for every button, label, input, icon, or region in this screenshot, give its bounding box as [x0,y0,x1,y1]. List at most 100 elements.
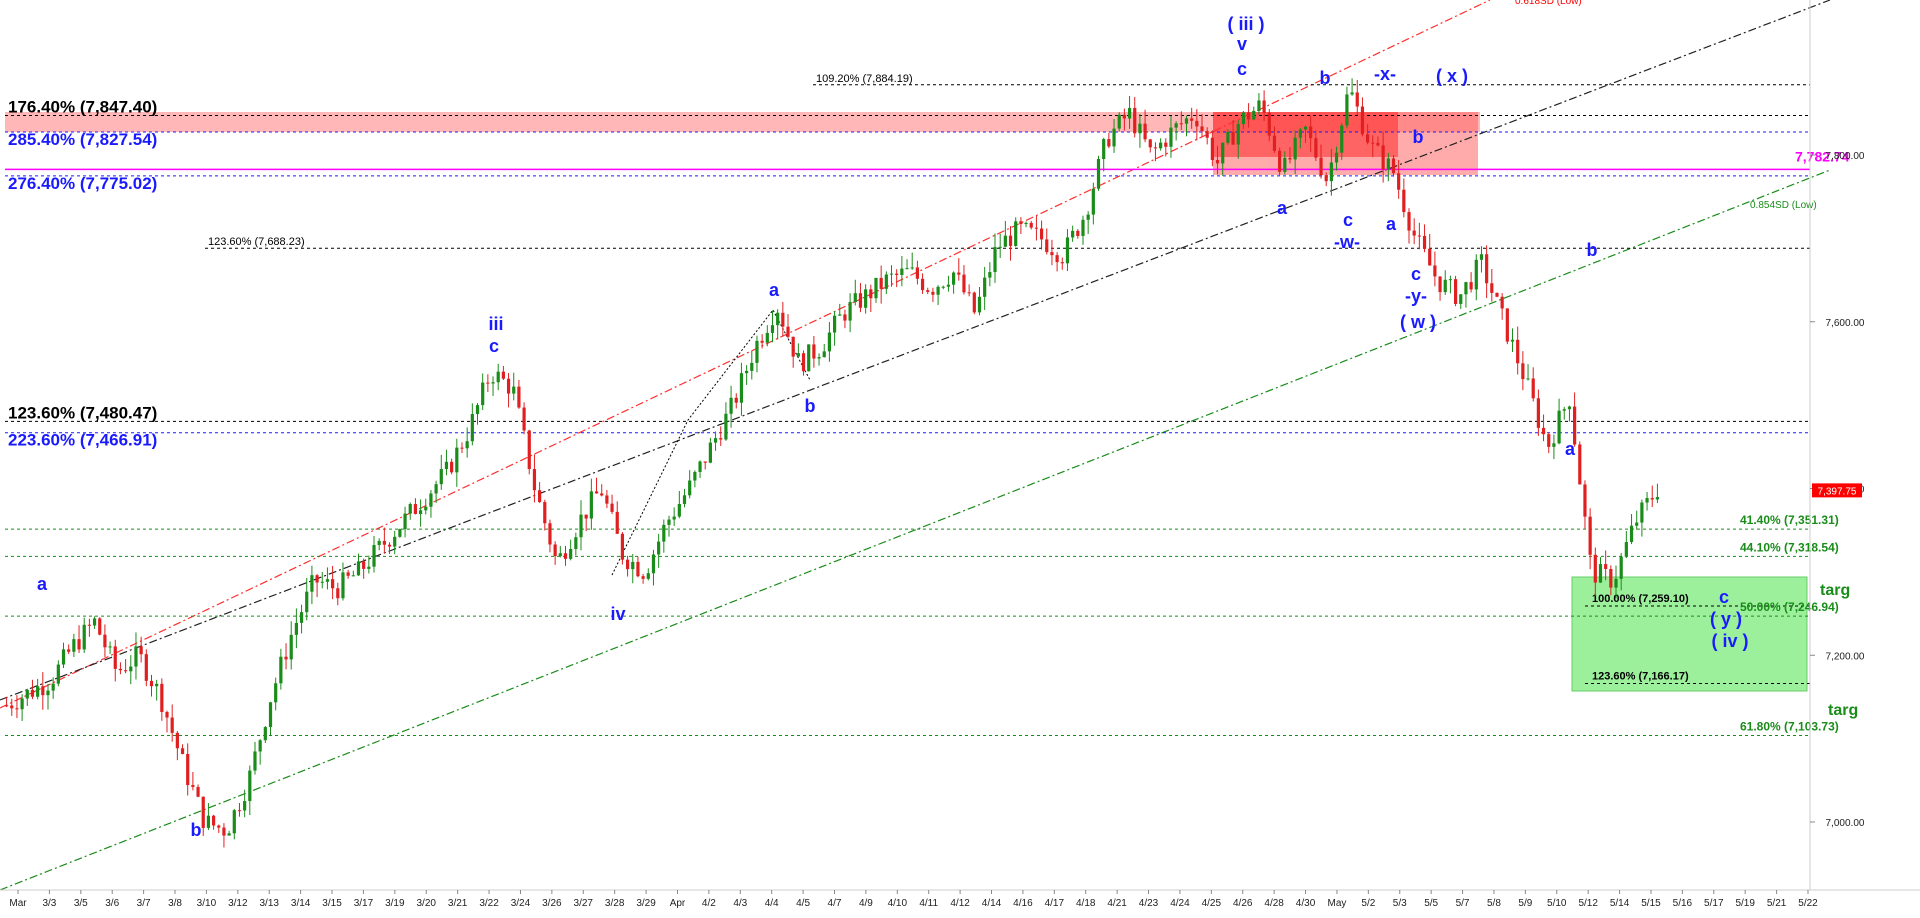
x-tick-label: May [1327,898,1346,909]
candle-body [1381,145,1385,170]
candle-body [781,312,785,327]
candle-body [1324,175,1328,182]
x-tick-label: 4/17 [1045,898,1065,909]
candle-body [1319,157,1323,176]
candle-body [1516,339,1520,364]
candle-body [1334,152,1339,163]
candle-body [341,572,345,599]
candle-body [444,461,449,470]
candle-body [25,689,29,699]
candle-body [972,292,976,313]
candle-body [4,705,9,707]
x-tick-label: 3/29 [636,898,656,909]
x-tick-label: 3/19 [385,898,405,909]
wave-label: a [37,574,48,594]
candle-body [631,561,635,570]
candle-body [299,612,304,623]
wave-label: b [1320,68,1331,88]
candle-body [677,503,681,517]
candle-body [191,785,195,787]
candle-body [662,524,666,542]
candle-body [1650,498,1654,500]
candle-body [1500,296,1504,309]
x-tick-label: 4/4 [765,898,779,909]
candle-body [268,702,273,728]
candle-body [672,516,676,520]
candle-body [1402,189,1406,213]
candle-body [1376,142,1380,146]
candle-body [170,717,174,733]
candle-body [848,301,852,321]
candle-body [408,504,412,514]
x-tick-label: 4/11 [919,898,938,909]
candle-body [838,314,842,316]
x-tick-label: 4/2 [702,898,716,909]
candle-body [905,268,909,270]
candle-body [993,247,997,273]
candle-body [403,513,407,530]
fib-level-label: 223.60% (7,466.91) [8,431,157,450]
wave-label: c [1719,587,1729,607]
candle-body [258,740,262,752]
candle-body [372,545,376,567]
candle-body [1655,497,1660,500]
x-tick-label: 3/22 [479,898,499,909]
candle-body [713,438,718,443]
candle-body [755,340,759,363]
candle-body [196,786,200,797]
candle-body [1350,92,1354,95]
candle-body [248,770,252,802]
candle-body [1112,128,1116,147]
candle-body [1635,522,1639,526]
fib-level-label: 276.40% (7,775.02) [8,174,157,193]
x-tick-label: 4/16 [1013,898,1033,909]
x-tick-label: 5/17 [1704,898,1724,909]
candle-body [1490,283,1494,293]
magenta-level-label: 7,782.74 [1795,148,1850,164]
candle-body [853,293,857,302]
wave-label: -x- [1374,64,1396,84]
candle-body [1190,118,1194,121]
candle-body [1226,132,1230,143]
fib-level-label: 123.60% (7,166.17) [1592,670,1689,682]
candle-body [1159,142,1163,149]
candle-body [864,289,868,308]
candle-body [600,493,604,496]
x-tick-label: 5/5 [1424,898,1438,909]
candle-body [82,624,86,650]
candle-body [1024,222,1028,225]
x-tick-label: 5/3 [1393,898,1407,909]
candle-body [1340,125,1344,153]
wave-label: -w- [1334,232,1360,252]
x-tick-label: 3/20 [417,898,437,909]
candle-body [807,344,811,372]
candle-body [646,573,650,579]
candle-body [1531,378,1535,399]
candle-body [144,654,148,681]
candle-body [243,801,247,811]
candle-body [651,554,656,574]
candle-body [1640,502,1644,523]
x-tick-label: 3/8 [168,898,182,909]
candle-body [543,502,547,524]
candle-body [439,469,443,485]
candle-body [946,284,951,287]
candle-body [1050,252,1054,256]
target-label: targ [1828,702,1858,719]
candle-body [1547,434,1551,447]
candle-body [605,495,609,504]
candle-body [1573,406,1577,445]
candle-body [920,278,925,291]
candle-body [1081,219,1085,237]
candle-body [1485,254,1489,284]
wave-label: ( iii ) [1228,14,1265,34]
candle-body [36,686,40,697]
candle-body [1148,139,1152,148]
candle-body [103,634,107,648]
candle-body [1598,564,1603,583]
candle-body [858,293,863,308]
candle-body [1552,443,1556,447]
candle-body [305,591,309,613]
candle-body [1619,556,1623,579]
candle-body [594,491,599,494]
